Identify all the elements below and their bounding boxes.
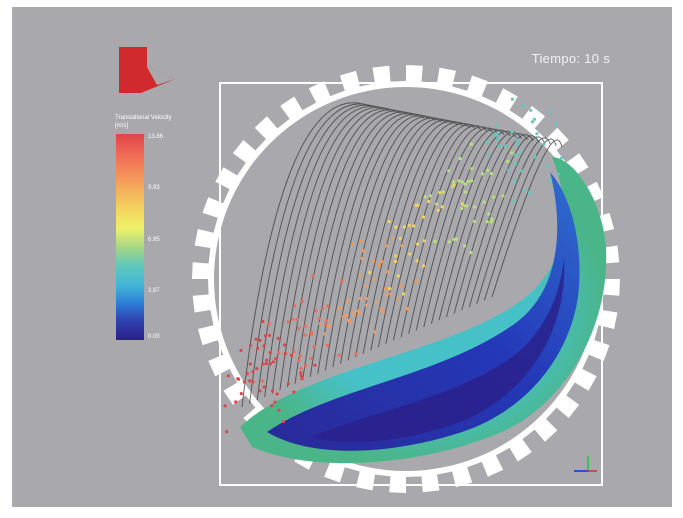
time-label: Tiempo: 10 s — [531, 51, 610, 66]
brand-logo-icon — [119, 47, 175, 93]
legend-tick-max: 13.86 — [148, 134, 164, 140]
simulation-viewport: Tiempo: 10 s Translational Velocity [m/s… — [12, 7, 672, 507]
legend-tick-min: 0.00 — [148, 334, 160, 340]
legend-tick-4: 3.97 — [148, 288, 160, 294]
simulation-scene — [192, 65, 620, 493]
color-legend-bar — [116, 134, 144, 340]
axes-triad-icon — [574, 456, 597, 472]
flying-particles — [223, 97, 563, 434]
particle-bed — [240, 157, 607, 464]
legend-tick-3: 6.95 — [148, 237, 160, 243]
legend-title: Translational Velocity — [115, 115, 172, 121]
particle-trails — [241, 102, 563, 408]
legend-tick-2: 9.93 — [148, 185, 160, 191]
legend-unit: [m/s] — [115, 123, 128, 129]
